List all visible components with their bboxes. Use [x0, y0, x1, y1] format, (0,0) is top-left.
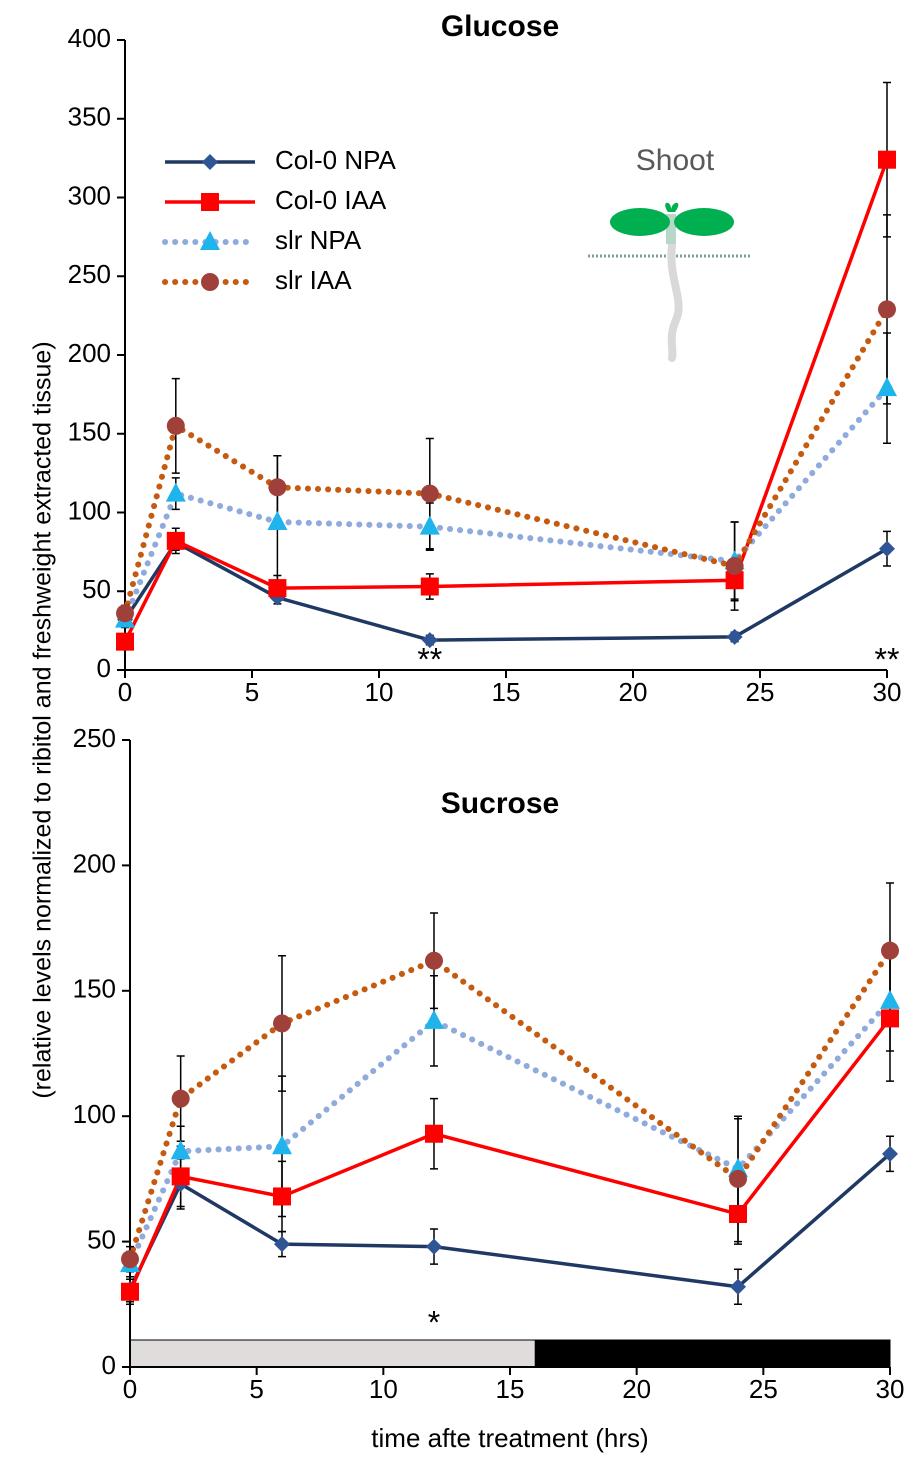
x-tick-label: 20: [619, 677, 648, 707]
y-tick-label: 0: [102, 1350, 116, 1380]
y-tick-label: 100: [68, 495, 111, 525]
marker: [882, 1145, 898, 1162]
marker: [420, 577, 439, 596]
seedling-icon: [588, 202, 752, 362]
marker: [729, 1205, 747, 1224]
x-tick-label: 20: [622, 1374, 651, 1404]
x-tick-label: 15: [492, 677, 521, 707]
marker: [116, 604, 134, 623]
marker: [725, 571, 744, 590]
marker: [881, 1009, 899, 1028]
x-tick-label: 30: [876, 1374, 905, 1404]
marker: [268, 579, 287, 598]
marker: [170, 1140, 191, 1160]
marker: [268, 478, 287, 497]
marker: [426, 1238, 442, 1255]
chart-title: Sucrose: [441, 787, 559, 820]
marker: [879, 540, 895, 557]
y-tick-label: 50: [87, 1224, 116, 1254]
x-tick-label: 5: [249, 1374, 263, 1404]
series-line: [128, 1017, 892, 1293]
chart-title: Glucose: [441, 10, 559, 43]
legend-marker: [200, 231, 220, 250]
x-tick-label: 0: [123, 1374, 137, 1404]
marker: [881, 941, 899, 960]
inset-label: Shoot: [636, 144, 715, 177]
photoperiod-bar: [129, 1339, 536, 1368]
legend-label: slr IAA: [275, 265, 352, 295]
marker: [171, 1089, 190, 1108]
legend-label: Col-0 NPA: [275, 145, 397, 175]
marker: [730, 1278, 746, 1295]
series-line: [127, 947, 893, 1263]
marker: [267, 510, 288, 530]
marker: [273, 1187, 291, 1206]
annotation: **: [875, 641, 900, 677]
legend-marker: [202, 154, 218, 170]
marker: [878, 150, 896, 169]
legend-marker: [201, 193, 219, 211]
series-line: [122, 385, 890, 623]
marker: [166, 531, 185, 550]
y-tick-label: 250: [73, 723, 116, 753]
y-tick-label: 200: [68, 338, 111, 368]
y-axis-label: (relative levels normalized to ribitol a…: [29, 341, 57, 1098]
y-tick-label: 150: [68, 417, 111, 447]
annotation: **: [417, 641, 442, 677]
y-tick-label: 200: [73, 848, 116, 878]
series-line: [127, 997, 893, 1268]
marker: [421, 632, 438, 649]
marker: [877, 377, 897, 397]
x-tick-label: 25: [749, 1374, 778, 1404]
series-line: [123, 540, 888, 642]
y-tick-label: 350: [68, 102, 111, 132]
marker: [273, 1014, 291, 1033]
marker: [729, 1169, 747, 1188]
marker: [272, 1135, 292, 1155]
marker: [171, 1167, 190, 1186]
marker: [121, 1282, 139, 1301]
marker: [121, 1250, 139, 1269]
legend-label: Col-0 IAA: [275, 185, 387, 215]
x-axis-label: time afte treatment (hrs): [371, 1423, 648, 1453]
series-line: [128, 1152, 892, 1291]
y-tick-label: 50: [82, 574, 111, 604]
photoperiod-bar: [534, 1339, 891, 1368]
y-tick-label: 300: [68, 180, 111, 210]
marker: [425, 1124, 443, 1143]
marker: [726, 628, 743, 645]
x-tick-label: 15: [496, 1374, 525, 1404]
marker: [425, 951, 443, 970]
legend-label: slr NPA: [275, 225, 362, 255]
series-line: [122, 306, 890, 617]
x-tick-label: 25: [746, 677, 775, 707]
x-tick-label: 10: [365, 677, 394, 707]
legend-marker: [201, 273, 219, 291]
series-line: [123, 159, 889, 643]
marker: [116, 632, 134, 651]
y-tick-label: 150: [73, 974, 116, 1004]
marker: [424, 1009, 444, 1029]
marker: [878, 300, 896, 319]
y-tick-label: 250: [68, 259, 111, 289]
x-tick-label: 0: [118, 677, 132, 707]
y-tick-label: 400: [68, 23, 111, 53]
x-tick-label: 30: [873, 677, 902, 707]
marker: [419, 515, 440, 535]
y-tick-label: 100: [73, 1099, 116, 1129]
annotation: *: [428, 1304, 440, 1340]
x-tick-label: 5: [245, 677, 259, 707]
y-tick-label: 0: [97, 653, 111, 683]
marker: [420, 484, 439, 503]
marker: [165, 482, 186, 502]
x-tick-label: 10: [369, 1374, 398, 1404]
marker: [880, 989, 900, 1009]
marker: [274, 1236, 290, 1253]
marker: [166, 416, 185, 435]
marker: [725, 557, 744, 576]
